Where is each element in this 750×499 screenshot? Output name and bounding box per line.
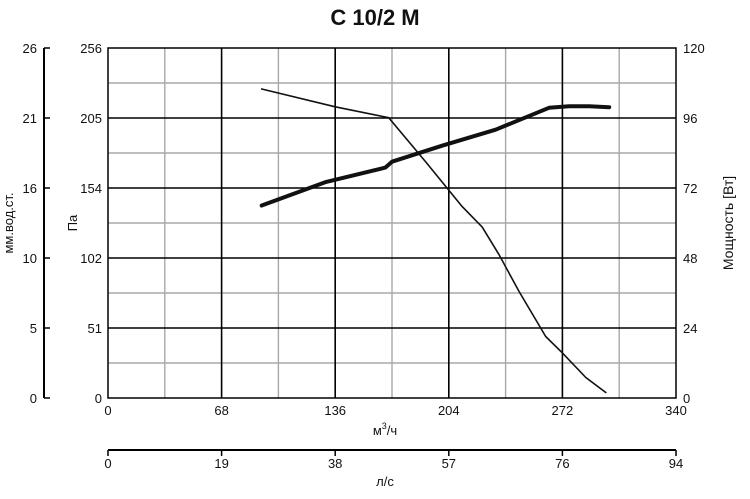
- x-primary-axis-title-tail: /ч: [387, 423, 397, 438]
- y-right-tick-label: 24: [683, 321, 697, 336]
- y-left-inner-tick-label: 256: [80, 41, 102, 56]
- x-primary-axis-title-sup: 3: [382, 421, 387, 431]
- y-left-inner-tick-label: 102: [80, 251, 102, 266]
- y-right-tick-label: 48: [683, 251, 697, 266]
- y-left-outer-tick-label: 10: [23, 251, 37, 266]
- y-left-inner-tick-label: 0: [95, 391, 102, 406]
- y-left-inner-tick-label: 51: [88, 321, 102, 336]
- x-primary-axis-title-main: м: [373, 423, 382, 438]
- y-left-outer-tick-label: 5: [30, 321, 37, 336]
- plot-area-frame: [107, 47, 677, 399]
- y-left-inner-tick-label: 205: [80, 111, 102, 126]
- x-secondary-tick-label: 19: [214, 456, 228, 471]
- x-primary-axis-title: м3/ч: [373, 421, 397, 438]
- x-primary-tick-label: 0: [104, 403, 111, 418]
- power-curve-line: [259, 104, 612, 208]
- y-right-tick-label: 72: [683, 181, 697, 196]
- pressure-curve-line: [260, 88, 607, 394]
- x-primary-tick-label: 136: [324, 403, 346, 418]
- x-secondary-tick-label: 0: [104, 456, 111, 471]
- y-right-tick-label: 0: [683, 391, 690, 406]
- minor-grid: [108, 48, 676, 398]
- tick-labels: 0 5 10 16 21 26 0 51 102 154 205 256 0 24 48 72 96 120 0 68…: [23, 41, 705, 471]
- x-primary-tick-label: 272: [552, 403, 574, 418]
- x-secondary-tick-label: 94: [669, 456, 683, 471]
- x-secondary-tick-label: 38: [328, 456, 342, 471]
- x-secondary-tick-label: 76: [555, 456, 569, 471]
- major-grid: [108, 48, 676, 398]
- y-right-axis-title: Мощность [Вт]: [720, 176, 736, 270]
- y-left-outer-tick-label: 0: [30, 391, 37, 406]
- y-left-inner-tick-label: 154: [80, 181, 102, 196]
- y-left-outer-axis-title: мм.вод.ст.: [1, 192, 16, 253]
- x-primary-tick-label: 204: [438, 403, 460, 418]
- y-left-outer-tick-label: 16: [23, 181, 37, 196]
- y-left-outer-tick-label: 21: [23, 111, 37, 126]
- x-secondary-axis-title: л/с: [376, 474, 394, 489]
- y-left-inner-axis-title: Па: [65, 214, 80, 231]
- x-primary-tick-label: 68: [214, 403, 228, 418]
- y-left-outer-tick-label: 26: [23, 41, 37, 56]
- series-lines: [259, 88, 612, 394]
- y-right-tick-label: 96: [683, 111, 697, 126]
- chart-title: C 10/2 M: [330, 5, 419, 30]
- x-primary-tick-label: 340: [665, 403, 687, 418]
- x-secondary-tick-label: 57: [442, 456, 456, 471]
- y-right-tick-label: 120: [683, 41, 705, 56]
